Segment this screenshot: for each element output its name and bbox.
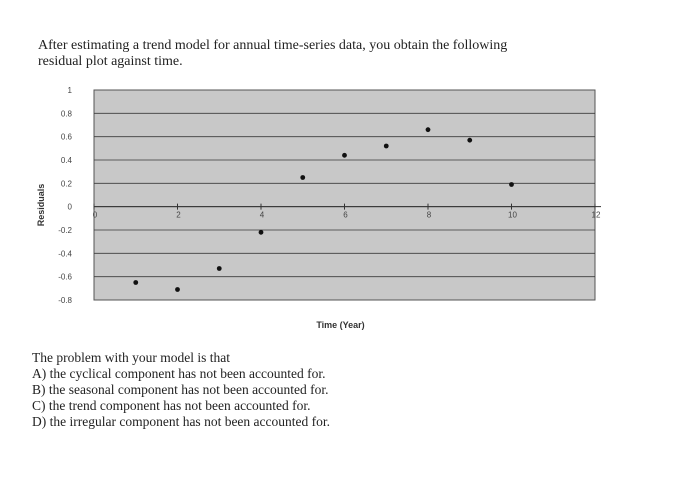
- data-point: [467, 137, 473, 143]
- y-tick-label: -0.6: [58, 273, 72, 282]
- y-tick-label: -0.8: [58, 296, 72, 305]
- y-tick-label: 1: [68, 86, 73, 95]
- data-point: [425, 127, 431, 133]
- x-tick-label: 12: [592, 211, 601, 220]
- residual-plot: 1 0.8 0.6 0.4 0.2 0 -0.2 -0.4 -0.6 -0.8 0 2 4 6 8 10 12 T…: [36, 86, 601, 330]
- option-d[interactable]: D) the irregular component has not been …: [32, 414, 331, 429]
- option-a[interactable]: A) the cyclical component has not been a…: [32, 366, 326, 381]
- data-point: [300, 175, 306, 180]
- data-point: [509, 182, 514, 187]
- y-axis-title: Residuals: [36, 184, 46, 227]
- x-tick-label: 10: [508, 211, 517, 220]
- x-tick-label: 8: [427, 211, 432, 220]
- option-c[interactable]: C) the trend component has not been acco…: [32, 398, 311, 413]
- intro-line-1: After estimating a trend model for annua…: [38, 38, 508, 53]
- question-block: The problem with your model is that A) t…: [32, 350, 652, 430]
- x-tick-label: 0: [93, 211, 98, 220]
- y-tick-label: 0.6: [61, 133, 73, 142]
- option-b[interactable]: B) the seasonal component has not been a…: [32, 382, 329, 397]
- x-tick-label: 6: [343, 211, 348, 220]
- x-axis-title: Time (Year): [316, 320, 364, 330]
- y-tick-label: -0.4: [58, 249, 72, 258]
- y-tick-label: 0.4: [61, 156, 73, 165]
- data-point: [133, 280, 139, 285]
- data-point: [216, 266, 222, 271]
- x-tick-label: 4: [260, 211, 265, 220]
- data-point: [383, 143, 389, 149]
- x-tick-label: 2: [176, 211, 181, 220]
- y-tick-label: 0.8: [61, 109, 73, 118]
- data-point: [342, 152, 347, 158]
- data-point: [175, 287, 180, 292]
- data-point: [258, 229, 264, 235]
- question-intro: After estimating a trend model for annua…: [38, 38, 678, 70]
- question-stem: The problem with your model is that: [32, 350, 230, 365]
- plot-area: [93, 89, 596, 301]
- y-tick-label: -0.2: [58, 226, 72, 235]
- intro-line-2: residual plot against time.: [38, 54, 183, 69]
- y-tick-label: 0: [68, 203, 73, 212]
- y-tick-label: 0.2: [61, 179, 73, 188]
